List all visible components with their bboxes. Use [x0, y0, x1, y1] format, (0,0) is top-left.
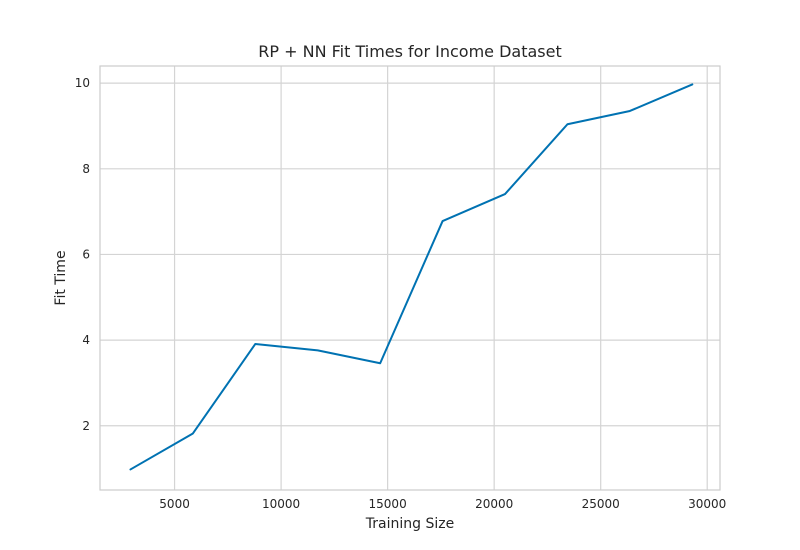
x-tick-label: 10000 [262, 497, 300, 511]
y-tick-labels: 2 4 6 8 10 [75, 76, 90, 433]
x-tick-labels: 5000 10000 15000 20000 25000 30000 [159, 497, 726, 511]
y-tick-label: 10 [75, 76, 90, 90]
x-tick-label: 15000 [369, 497, 407, 511]
plot-frame [99, 65, 721, 491]
grid-lines [100, 66, 720, 490]
y-tick-label: 2 [82, 419, 90, 433]
y-tick-label: 4 [82, 333, 90, 347]
y-tick-label: 8 [82, 162, 90, 176]
chart-title: RP + NN Fit Times for Income Dataset [258, 42, 562, 61]
x-tick-label: 25000 [582, 497, 620, 511]
x-tick-label: 30000 [688, 497, 726, 511]
fit-time-line [129, 83, 694, 471]
y-axis-label: Fit Time [53, 250, 69, 305]
x-tick-label: 5000 [159, 497, 190, 511]
x-axis-label: Training Size [365, 516, 454, 532]
x-tick-label: 20000 [475, 497, 513, 511]
series-group [129, 83, 694, 471]
y-tick-label: 6 [82, 247, 90, 261]
